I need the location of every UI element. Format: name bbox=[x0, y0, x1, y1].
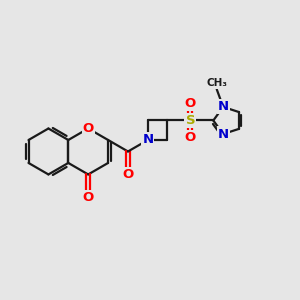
Text: N: N bbox=[142, 134, 153, 146]
Text: CH₃: CH₃ bbox=[206, 78, 227, 88]
Text: N: N bbox=[218, 100, 229, 113]
Text: O: O bbox=[122, 168, 134, 181]
Text: O: O bbox=[82, 191, 94, 204]
Text: S: S bbox=[185, 114, 195, 127]
Text: N: N bbox=[218, 128, 229, 140]
Text: O: O bbox=[185, 97, 196, 110]
Text: O: O bbox=[82, 122, 94, 135]
Text: O: O bbox=[185, 131, 196, 144]
